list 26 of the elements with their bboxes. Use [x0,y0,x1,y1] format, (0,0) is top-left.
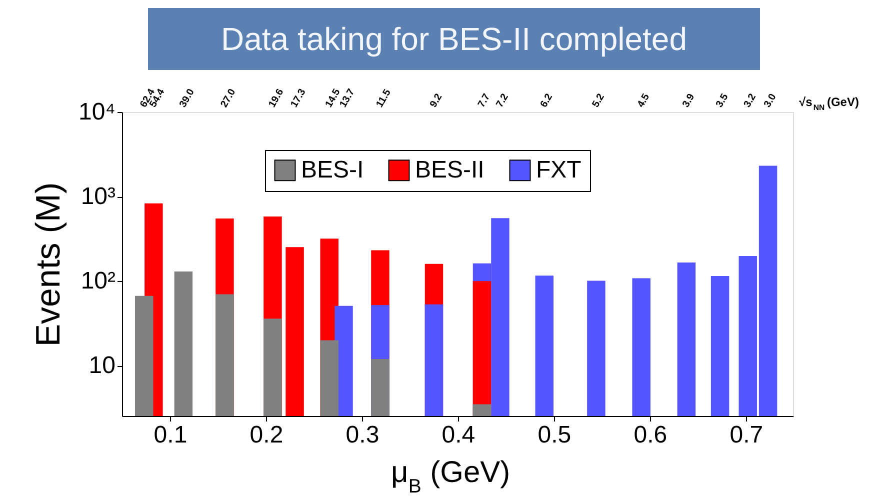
x-tick-label: 0.4 [442,422,476,448]
x-tick-label: 0.6 [634,422,668,448]
x-tick-label: 0.1 [154,422,188,448]
text: 7.2 [494,92,512,110]
text: 6.2 [538,92,556,110]
text: 4.5 [636,92,652,110]
legend-label: FXT [536,156,582,184]
legend-label: BES-I [301,156,364,184]
chart-title: Data taking for BES-II completed [221,21,687,57]
text: 3.2 [742,92,759,110]
text: 3.5 [714,92,731,110]
text: 9.2 [428,92,445,110]
y-axis-title: Events (M) [29,182,68,347]
x-tick-label: 0.7 [730,422,764,448]
y-tick-label: 10⁴ [78,98,116,126]
x-tick-label: 0.3 [346,422,380,448]
text: 5.2 [590,92,608,110]
y-tick-label: 10 [88,352,116,380]
text: 3.0 [762,92,779,110]
legend-label: BES-II [415,156,484,184]
text: 3.9 [680,92,698,110]
y-tick-label: 10² [80,268,116,295]
x-tick-label: 0.2 [250,422,284,448]
y-tick-label: 10³ [80,183,116,210]
x-tick-label: 0.5 [538,422,572,448]
text: 7.7 [476,92,493,110]
